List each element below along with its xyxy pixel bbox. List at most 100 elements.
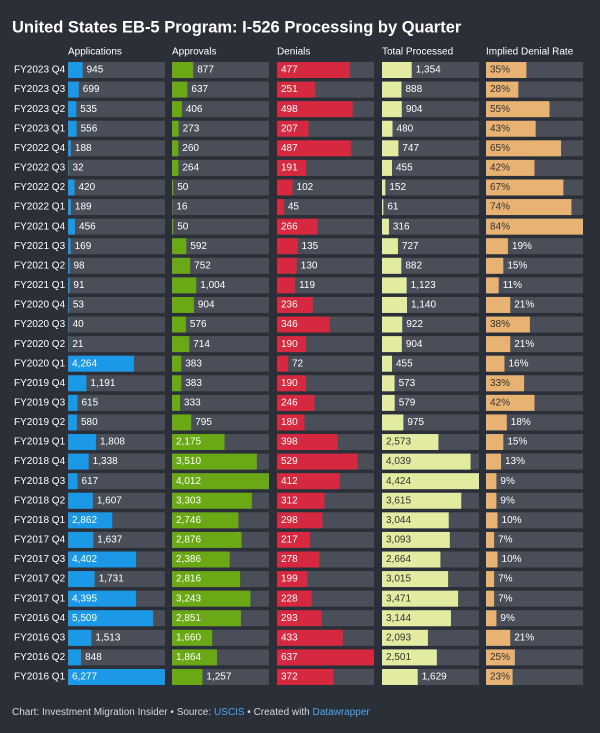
value-label: 4,012: [176, 476, 201, 487]
value-label: 477: [281, 65, 298, 76]
bar-track: [277, 257, 374, 274]
value-label: 3,044: [386, 515, 411, 526]
value-label: 11%: [503, 280, 522, 291]
bar: [486, 394, 535, 411]
value-label: 189: [75, 202, 92, 213]
bar-track: [68, 316, 165, 333]
bar-track: [68, 375, 165, 392]
bar: [68, 414, 77, 431]
bar: [68, 453, 89, 470]
bar: [68, 101, 77, 118]
bar: [68, 238, 71, 255]
value-label: 752: [194, 260, 211, 271]
value-label: 180: [281, 417, 298, 428]
value-label: 273: [183, 123, 200, 134]
value-label: 119: [299, 280, 315, 291]
value-label: 4,395: [72, 593, 97, 604]
value-label: 1,629: [422, 672, 447, 683]
bar-track: [486, 238, 583, 255]
datawrapper-link[interactable]: Datawrapper: [312, 707, 370, 718]
value-label: 13%: [505, 456, 525, 467]
bar: [382, 81, 402, 98]
bar: [486, 434, 504, 451]
value-label: 456: [79, 221, 96, 232]
value-label: 278: [281, 554, 298, 565]
value-label: 2,175: [176, 437, 201, 448]
bar: [277, 492, 325, 509]
source-link[interactable]: USCIS: [214, 707, 245, 718]
value-label: 1,607: [97, 495, 122, 506]
bar: [277, 336, 306, 353]
bar: [382, 277, 407, 294]
value-label: 2,851: [176, 613, 201, 624]
value-label: 7%: [498, 574, 513, 585]
bar-track: [486, 610, 583, 627]
bar: [277, 81, 316, 98]
bar: [486, 218, 583, 235]
value-label: 480: [397, 123, 414, 134]
value-label: 2,876: [176, 535, 201, 546]
bar: [172, 159, 179, 176]
bar: [172, 512, 239, 529]
row-label: FY2019 Q4: [14, 378, 66, 389]
value-label: 169: [75, 241, 92, 252]
value-label: 333: [184, 398, 201, 409]
value-label: 251: [281, 84, 298, 95]
bar-track: [68, 277, 165, 294]
value-label: 312: [281, 495, 298, 506]
bar-track: [277, 355, 374, 372]
bar: [68, 551, 137, 568]
value-label: 573: [399, 378, 416, 389]
source-label: Source:: [177, 707, 211, 718]
row-label: FY2021 Q1: [14, 280, 66, 291]
value-label: 19%: [512, 241, 532, 252]
bar-track: [486, 590, 583, 607]
bar-track: [486, 571, 583, 588]
bar: [277, 434, 338, 451]
value-label: 1,660: [176, 632, 201, 643]
bar: [486, 62, 527, 78]
value-label: 2,862: [72, 515, 97, 526]
bar-track: [277, 238, 374, 255]
value-label: 32: [72, 163, 84, 174]
bar: [277, 120, 309, 137]
value-label: 3,243: [176, 593, 201, 604]
value-label: 433: [281, 632, 298, 643]
bar-track: [486, 551, 583, 568]
value-label: 199: [281, 574, 298, 585]
bar-track: [68, 62, 165, 78]
bar-track: [382, 140, 479, 157]
bar: [382, 629, 428, 646]
bar: [486, 668, 513, 685]
value-label: 3,303: [176, 495, 201, 506]
row-label: FY2017 Q2: [14, 574, 66, 585]
bar-track: [382, 375, 479, 392]
bar: [486, 649, 515, 666]
bar-track: [172, 414, 269, 431]
value-label: 383: [185, 378, 202, 389]
bar: [172, 238, 187, 255]
bar: [486, 531, 495, 548]
bar: [277, 257, 297, 274]
value-label: 406: [186, 104, 203, 115]
bar-track: [486, 453, 583, 470]
bar: [277, 159, 307, 176]
value-label: 1,257: [206, 672, 231, 683]
bar: [277, 453, 358, 470]
bar: [172, 668, 203, 685]
column-header: Total Processed: [382, 47, 453, 58]
bar-track: [172, 62, 269, 78]
bar: [68, 629, 92, 646]
bar: [382, 257, 402, 274]
bar: [277, 629, 343, 646]
bar: [382, 199, 384, 216]
value-label: 372: [281, 672, 298, 683]
bar: [277, 238, 298, 255]
value-label: 1,731: [99, 574, 124, 585]
bar: [486, 375, 525, 392]
bar: [382, 140, 399, 157]
value-label: 74%: [490, 202, 510, 213]
separator: •: [245, 707, 254, 718]
bar-track: [382, 199, 479, 216]
bar: [172, 473, 269, 490]
